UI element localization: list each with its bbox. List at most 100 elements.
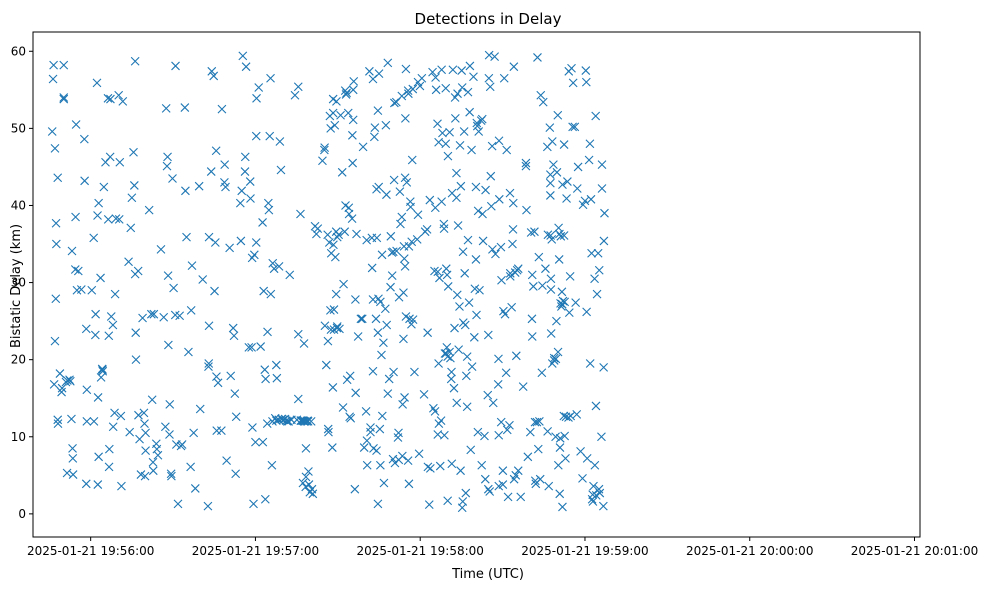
data-point-marker <box>51 239 61 249</box>
data-point-marker <box>375 460 385 470</box>
data-point-marker <box>68 470 78 479</box>
data-point-marker <box>103 214 113 224</box>
data-point-marker <box>343 108 353 118</box>
data-point-marker <box>384 374 394 384</box>
data-point-marker <box>110 408 119 418</box>
data-point-marker <box>439 430 449 440</box>
data-point-marker <box>580 196 590 206</box>
data-point-marker <box>398 400 408 409</box>
data-point-marker <box>237 186 247 196</box>
data-point-marker <box>555 489 565 499</box>
data-point-marker <box>358 142 368 152</box>
data-point-marker <box>59 60 69 70</box>
data-point-marker <box>246 194 255 203</box>
data-point-marker <box>573 162 583 172</box>
data-point-marker <box>526 228 536 237</box>
data-point-marker <box>187 261 197 270</box>
data-point-marker <box>259 286 269 296</box>
data-point-marker <box>275 137 285 146</box>
data-point-marker <box>430 406 440 416</box>
data-point-marker <box>68 443 77 453</box>
data-point-marker <box>448 65 458 75</box>
data-point-marker <box>380 304 390 314</box>
data-point-marker <box>553 460 563 470</box>
data-point-marker <box>375 424 385 434</box>
x-axis-label: Time (UTC) <box>451 567 524 582</box>
data-point-marker <box>465 107 475 117</box>
y-tick-label: 20 <box>11 353 26 367</box>
data-point-marker <box>407 155 417 165</box>
data-point-marker <box>231 469 241 479</box>
data-point-marker <box>220 160 230 169</box>
data-point-marker <box>461 371 471 381</box>
data-point-marker <box>597 160 607 169</box>
data-point-marker <box>81 479 91 489</box>
data-point-marker <box>313 224 323 233</box>
data-point-marker <box>332 323 342 333</box>
data-point-marker <box>400 173 410 183</box>
data-point-marker <box>348 115 358 125</box>
data-point-marker <box>558 180 567 190</box>
data-point-marker <box>563 177 572 186</box>
data-point-marker <box>104 462 114 472</box>
data-point-marker <box>290 90 300 100</box>
data-point-marker <box>346 413 356 423</box>
data-point-marker <box>263 198 273 208</box>
data-point-marker <box>521 161 531 171</box>
data-point-marker <box>487 141 497 151</box>
data-point-marker <box>93 480 103 489</box>
data-point-marker <box>486 201 496 211</box>
data-point-marker <box>114 214 124 224</box>
data-point-marker <box>449 383 459 393</box>
data-point-marker <box>89 416 99 426</box>
data-point-marker <box>186 462 196 472</box>
y-tick-label: 10 <box>11 430 26 444</box>
data-point-marker <box>387 271 397 281</box>
data-point-marker <box>467 145 476 155</box>
data-point-marker <box>407 319 416 329</box>
data-point-marker <box>533 444 543 454</box>
data-point-marker <box>186 305 196 315</box>
y-axis-label: Bistatic Delay (km) <box>9 224 24 348</box>
data-point-marker <box>236 236 246 246</box>
data-point-marker <box>320 143 330 153</box>
data-point-marker <box>130 56 140 66</box>
data-point-marker <box>413 210 423 220</box>
data-point-marker <box>344 209 354 219</box>
data-point-marker <box>373 499 383 509</box>
data-point-marker <box>62 376 72 385</box>
data-point-marker <box>477 114 487 124</box>
data-point-marker <box>547 137 557 146</box>
data-point-marker <box>133 266 143 276</box>
data-point-marker <box>50 144 60 153</box>
data-point-marker <box>51 218 61 228</box>
data-point-marker <box>195 404 205 414</box>
data-point-marker <box>527 270 537 280</box>
data-point-marker <box>323 336 333 346</box>
data-point-marker <box>90 330 100 340</box>
data-point-marker <box>447 459 457 469</box>
data-point-marker <box>553 110 563 120</box>
data-point-marker <box>554 255 564 264</box>
data-point-marker <box>541 264 550 274</box>
data-point-marker <box>483 330 493 340</box>
data-point-marker <box>447 367 456 377</box>
data-point-marker <box>293 82 303 92</box>
data-point-marker <box>403 86 413 95</box>
data-point-marker <box>251 437 260 447</box>
chart-title: Detections in Delay <box>415 10 562 28</box>
data-point-marker <box>511 351 521 361</box>
data-point-marker <box>129 181 139 190</box>
data-point-marker <box>71 212 80 222</box>
data-point-marker <box>505 188 515 198</box>
data-point-marker <box>377 250 387 260</box>
data-point-marker <box>590 460 600 470</box>
data-point-marker <box>508 198 518 208</box>
data-point-marker <box>502 425 512 435</box>
data-point-marker <box>374 69 384 79</box>
data-point-marker <box>494 354 503 364</box>
data-point-marker <box>377 411 387 421</box>
data-point-marker <box>494 194 504 204</box>
